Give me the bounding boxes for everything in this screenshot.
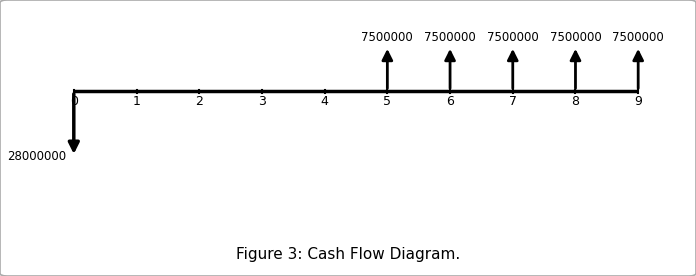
- Text: 2: 2: [196, 95, 203, 108]
- Text: Figure 3: Cash Flow Diagram.: Figure 3: Cash Flow Diagram.: [236, 247, 460, 262]
- Text: 8: 8: [571, 95, 580, 108]
- Text: 5: 5: [383, 95, 391, 108]
- Text: 9: 9: [634, 95, 642, 108]
- Text: 1: 1: [132, 95, 141, 108]
- Text: 7: 7: [509, 95, 516, 108]
- Text: 7500000: 7500000: [487, 31, 539, 44]
- Text: 28000000: 28000000: [7, 150, 66, 163]
- Text: 7500000: 7500000: [612, 31, 664, 44]
- Text: 3: 3: [258, 95, 266, 108]
- Text: 7500000: 7500000: [424, 31, 476, 44]
- Text: 4: 4: [321, 95, 329, 108]
- Text: 0: 0: [70, 95, 78, 108]
- Text: 7500000: 7500000: [361, 31, 413, 44]
- Text: 7500000: 7500000: [550, 31, 601, 44]
- Text: 6: 6: [446, 95, 454, 108]
